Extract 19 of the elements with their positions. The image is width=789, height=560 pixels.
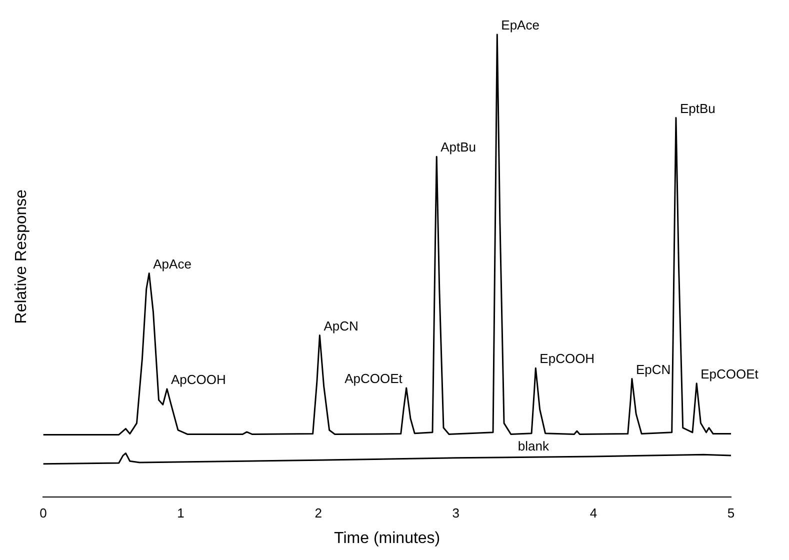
annotation: ApCOOEt	[344, 371, 403, 386]
x-axis-title: Time (minutes)	[334, 530, 440, 547]
x-tick-label: 3	[452, 506, 460, 521]
annotation: EpCOOEt	[700, 366, 759, 382]
annotation: AptBu	[440, 140, 476, 155]
x-tick-label: 4	[590, 506, 598, 521]
x-tick-label: 5	[727, 506, 735, 521]
annotation: EpCOOH	[540, 351, 595, 366]
y-axis-title: Relative Response	[13, 189, 30, 324]
series-label: blank	[518, 438, 550, 454]
annotation: ApAce	[153, 256, 192, 272]
annotation: EpAce	[501, 18, 540, 33]
annotation: ApCOOH	[171, 372, 226, 388]
x-tick-label: 0	[40, 506, 47, 521]
x-tick-label: 1	[177, 506, 184, 521]
annotation: ApCN	[324, 318, 358, 334]
annotation: EpCN	[636, 362, 671, 377]
annotation: EptBu	[680, 100, 716, 116]
x-tick-label: 2	[314, 506, 322, 521]
